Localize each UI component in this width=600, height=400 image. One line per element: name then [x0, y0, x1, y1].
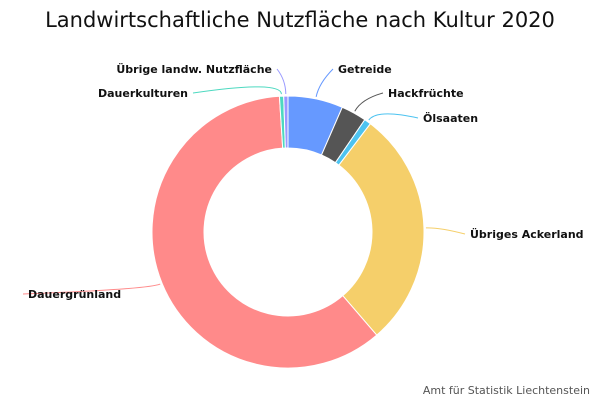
slice-label: Ölsaaten	[423, 111, 478, 125]
label-connectors	[22, 68, 466, 295]
source-credit: Amt für Statistik Liechtenstein	[423, 384, 590, 397]
chart-title: Landwirtschaftliche Nutzfläche nach Kult…	[45, 8, 555, 32]
slice-labels: Getreide Hackfrüchte Ölsaaten Übriges Acker…	[28, 62, 584, 301]
slice-übrige-landw-nutzfläche[interactable]	[283, 95, 289, 149]
slice-label: Hackfrüchte	[388, 87, 464, 100]
slice-label: Übriges Ackerland	[470, 227, 584, 241]
slice-label: Dauergrünland	[28, 288, 121, 301]
connector-line	[276, 68, 287, 95]
connector-line	[192, 86, 282, 95]
connector-line	[425, 227, 466, 235]
connector-line	[354, 92, 384, 112]
donut-slices	[151, 95, 425, 369]
connector-line	[368, 113, 419, 121]
connector-line	[315, 68, 334, 97]
slice-label: Dauerkulturen	[98, 87, 188, 100]
slice-übriges-ackerland[interactable]	[338, 123, 425, 336]
slice-dauergrünland[interactable]	[151, 95, 378, 369]
slice-label: Getreide	[338, 63, 392, 76]
connector-line	[22, 283, 161, 295]
slice-label: Übrige landw. Nutzfläche	[116, 62, 272, 76]
